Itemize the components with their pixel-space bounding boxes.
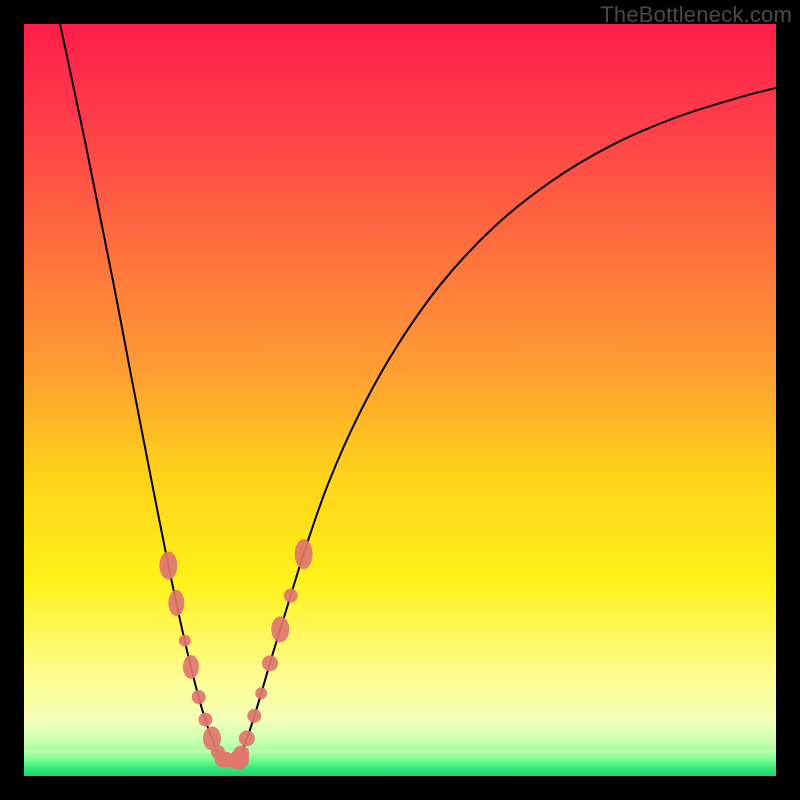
frame-bottom	[0, 776, 800, 800]
stage: TheBottleneck.com	[0, 0, 800, 800]
frame-left	[0, 0, 24, 800]
frame-right	[776, 0, 800, 800]
data-marker	[295, 539, 313, 569]
data-marker	[271, 616, 289, 642]
plot-area	[24, 24, 776, 776]
data-marker	[255, 687, 267, 699]
data-marker	[192, 690, 206, 704]
data-marker	[233, 751, 249, 767]
curve-left	[60, 24, 222, 759]
data-marker	[183, 655, 199, 679]
data-marker	[198, 713, 212, 727]
data-marker	[262, 655, 278, 671]
curve-right	[239, 88, 776, 760]
data-marker	[179, 635, 191, 647]
data-marker	[247, 709, 261, 723]
bottleneck-curve-svg	[24, 24, 776, 776]
data-marker	[284, 589, 298, 603]
data-marker	[159, 551, 177, 579]
data-marker	[239, 730, 255, 746]
data-marker	[168, 590, 184, 616]
markers-group	[159, 539, 312, 769]
watermark-text: TheBottleneck.com	[600, 2, 792, 28]
